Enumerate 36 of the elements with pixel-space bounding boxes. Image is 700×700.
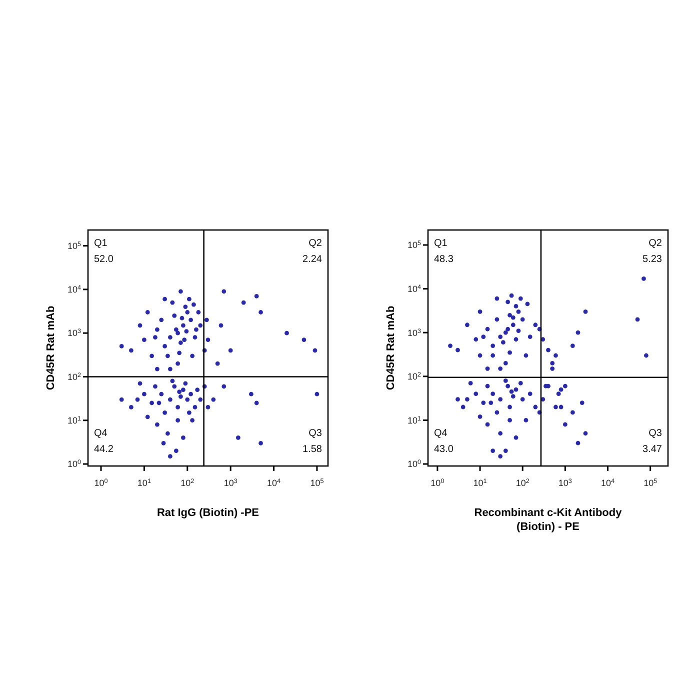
x-tick-label: 10$^{2}$ <box>180 478 195 488</box>
y-tick-label: 10$^{3}$ <box>407 327 422 338</box>
x-tick-label: 10$^{4}$ <box>267 478 282 488</box>
y-tick-label: 10$^{0}$ <box>407 458 422 470</box>
y-tick-label: 10$^{5}$ <box>67 240 82 251</box>
y-tick-label: 10$^{0}$ <box>67 458 82 470</box>
y-tick-label: 10$^{2}$ <box>407 371 422 382</box>
y-tick-label: 10$^{4}$ <box>407 283 422 294</box>
y-tick-label: 10$^{2}$ <box>67 371 82 382</box>
y-tick-label: 10$^{3}$ <box>67 328 82 338</box>
y-tick-label: 10$^{1}$ <box>407 414 422 426</box>
y-axis-title: CD45R Rat mAb <box>385 306 397 390</box>
x-tick-label: 10$^{2}$ <box>516 478 530 488</box>
y-tick-label: 10$^{4}$ <box>67 284 82 295</box>
y-axis-title: CD45R Rat mAb <box>45 306 57 390</box>
x-tick-label: 10$^{3}$ <box>558 478 572 488</box>
annotation: Q4 43.0 <box>434 428 454 455</box>
x-tick-label: 10$^{4}$ <box>600 478 616 488</box>
annotation: Q3 1.58 <box>302 428 322 455</box>
y-tick-label: 10$^{5}$ <box>407 240 422 250</box>
x-tick-label: 10$^{1}$ <box>473 478 488 488</box>
annotation: Q1 48.3 <box>434 238 454 265</box>
annotation: Q3 3.47 <box>642 428 662 455</box>
annotation: Q4 44.2 <box>94 428 114 455</box>
x-tick-label: 10$^{0}$ <box>94 478 108 488</box>
annotation: Q2 5.23 <box>642 238 662 265</box>
x-tick-label: 10$^{3}$ <box>224 478 238 488</box>
x-axis-title: Recombinant c-Kit Antibody (Biotin) - PE <box>474 507 623 533</box>
annotation: Q1 52.0 <box>94 238 114 265</box>
annotation: Q2 2.24 <box>302 238 322 265</box>
y-tick-label: 10$^{1}$ <box>67 415 82 426</box>
x-tick-label: 10$^{5}$ <box>310 478 324 488</box>
x-tick-label: 10$^{5}$ <box>644 478 658 488</box>
x-axis-title: Rat IgG (Biotin) -PE <box>156 507 260 519</box>
x-tick-label: 10$^{0}$ <box>430 478 445 488</box>
x-tick-label: 10$^{1}$ <box>137 478 152 488</box>
